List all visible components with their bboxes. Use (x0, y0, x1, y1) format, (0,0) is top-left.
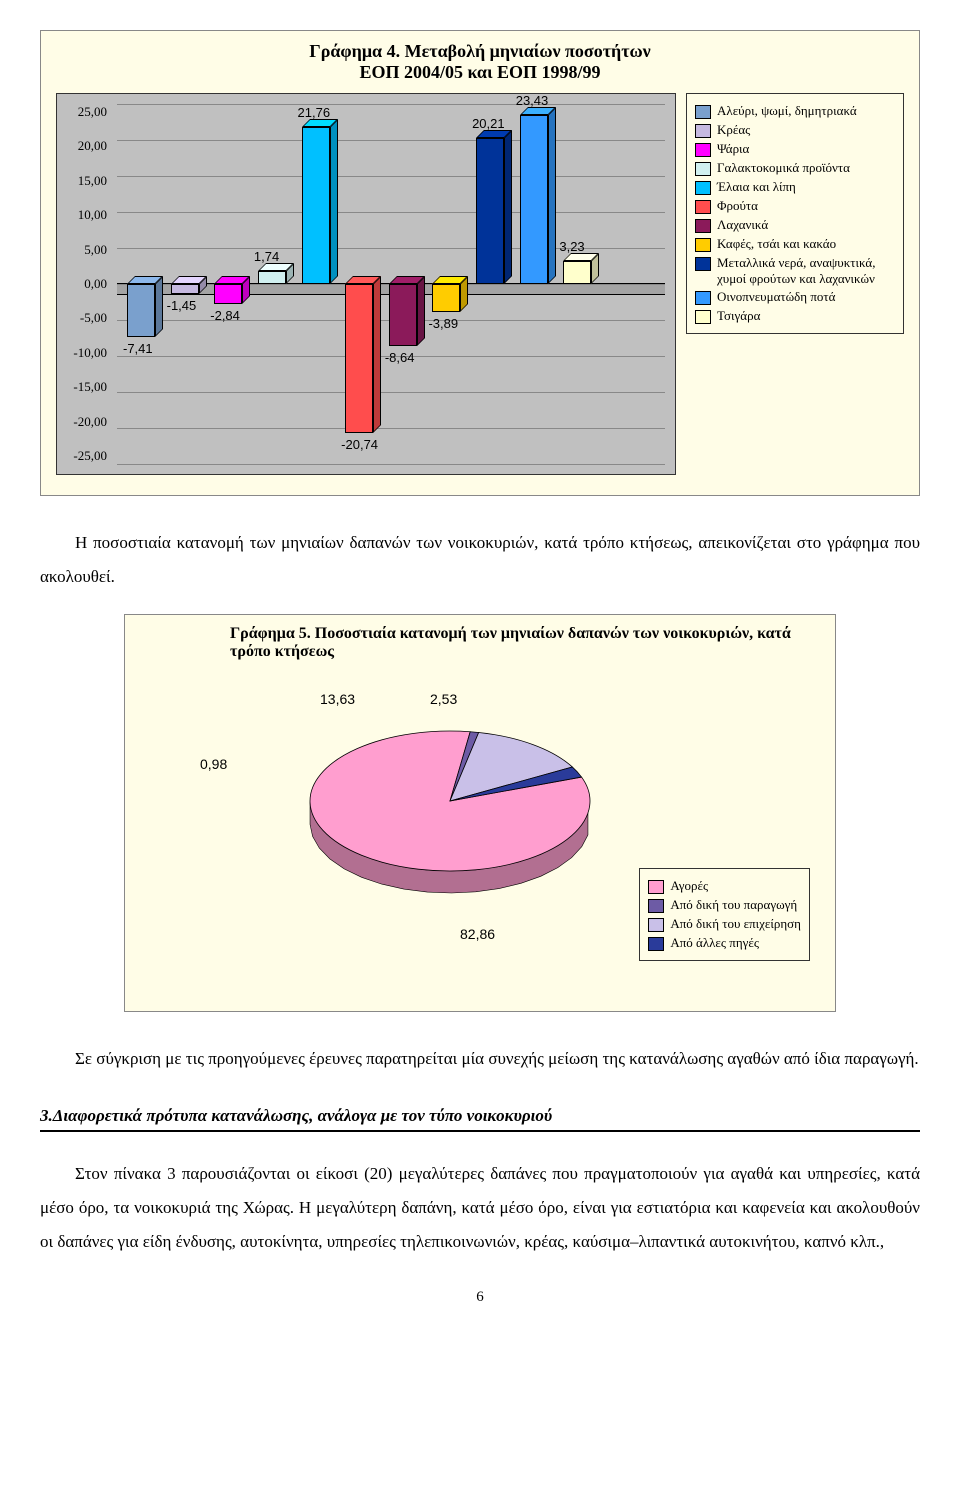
chart4-bar-label: 1,74 (254, 249, 279, 264)
legend-item: Κρέας (695, 122, 895, 138)
legend-item: Αγορές (648, 878, 801, 894)
chart4-ytick: 25,00 (57, 104, 107, 120)
gridline (117, 392, 665, 393)
chart5-legend: Αγορές Από δική του παραγωγή Από δική του … (639, 868, 810, 961)
paragraph-1: Η ποσοστιαία κατανομή των μηνιαίων δαπαν… (40, 526, 920, 594)
section-rule (40, 1130, 920, 1132)
legend-label: Λαχανικά (717, 217, 768, 233)
chart4-bar-label: -2,84 (210, 308, 240, 323)
chart4-bar-label: -3,89 (428, 316, 458, 331)
chart5-plot: 13,63 2,53 0,98 82,86 Αγορές Από δική του πα… (140, 671, 820, 991)
page-number: 6 (40, 1289, 920, 1306)
pie-svg (260, 671, 640, 911)
chart4-ytick: 5,00 (57, 242, 107, 258)
legend-item: Από δική του επιχείρηση (648, 916, 801, 932)
legend-swatch (695, 124, 711, 138)
chart4-inner: -7,41 -1,45 -2,84 1,74 21,76 -20,74 -8,64 -3,89… (117, 104, 665, 464)
gridline (117, 176, 665, 177)
legend-item: Καφές, τσάι και κακάο (695, 236, 895, 252)
chart4-bar-label: -1,45 (167, 298, 197, 313)
legend-item: Αλεύρι, ψωμί, δημητριακά (695, 103, 895, 119)
legend-item: Μεταλλικά νερά, αναψυκτικά, χυμοί φρούτω… (695, 255, 895, 286)
legend-item: Από άλλες πηγές (648, 935, 801, 951)
legend-item: Λαχανικά (695, 217, 895, 233)
chart4-ytick: -5,00 (57, 310, 107, 326)
legend-label: Από δική του επιχείρηση (670, 916, 801, 932)
legend-label: Έλαια και λίπη (717, 179, 796, 195)
legend-swatch (648, 937, 664, 951)
legend-item: Οινοπνευματώδη ποτά (695, 289, 895, 305)
legend-item: Ψάρια (695, 141, 895, 157)
chart4-yticks: 25,00 20,00 15,00 10,00 5,00 0,00 -5,00 -10,00 -… (57, 104, 112, 464)
chart4-ytick: 10,00 (57, 207, 107, 223)
legend-swatch (695, 291, 711, 305)
gridline (117, 104, 665, 105)
legend-label: Κρέας (717, 122, 750, 138)
legend-swatch (695, 219, 711, 233)
legend-swatch (695, 181, 711, 195)
legend-label: Μεταλλικά νερά, αναψυκτικά, χυμοί φρούτω… (717, 255, 895, 286)
chart4-ytick: 15,00 (57, 173, 107, 189)
chart4-ytick: -20,00 (57, 414, 107, 430)
chart5-title: Γράφημα 5. Ποσοστιαία κατανομή των μηνια… (140, 625, 820, 661)
pie-label: 82,86 (460, 926, 495, 942)
chart4-bar-label: -20,74 (341, 437, 378, 452)
paragraph-2: Σε σύγκριση με τις προηγούμενες έρευνες … (40, 1042, 920, 1076)
chart4-plot: 25,0020,0015,0010,005,000,00-5,00-10,00-… (56, 93, 676, 475)
pie-area (260, 671, 640, 911)
chart4-bar-label: 23,43 (516, 93, 549, 108)
legend-swatch (648, 918, 664, 932)
legend-swatch (648, 899, 664, 913)
legend-label: Φρούτα (717, 198, 758, 214)
legend-swatch (695, 105, 711, 119)
chart4-ytick: -15,00 (57, 379, 107, 395)
legend-label: Οινοπνευματώδη ποτά (717, 289, 835, 305)
legend-swatch (648, 880, 664, 894)
legend-swatch (695, 162, 711, 176)
legend-label: Αλεύρι, ψωμί, δημητριακά (717, 103, 857, 119)
legend-label: Τσιγάρα (717, 308, 760, 324)
gridline (117, 212, 665, 213)
legend-swatch (695, 238, 711, 252)
legend-swatch (695, 310, 711, 324)
legend-label: Γαλακτοκομικά προϊόντα (717, 160, 850, 176)
legend-label: Από δική του παραγωγή (670, 897, 797, 913)
legend-label: Αγορές (670, 878, 708, 894)
chart4-title: Γράφημα 4. Μεταβολή μηνιαίων ποσοτήτων Ε… (56, 41, 904, 83)
legend-swatch (695, 200, 711, 214)
pie-label: 2,53 (430, 691, 457, 707)
legend-item: Έλαια και λίπη (695, 179, 895, 195)
chart4-row: 25,0020,0015,0010,005,000,00-5,00-10,00-… (56, 93, 904, 475)
chart4-bar-label: 3,23 (559, 239, 584, 254)
gridline (117, 464, 665, 465)
legend-label: Ψάρια (717, 141, 749, 157)
legend-swatch (695, 143, 711, 157)
chart4-box: Γράφημα 4. Μεταβολή μηνιαίων ποσοτήτων Ε… (40, 30, 920, 496)
section-heading: 3.Διαφορετικά πρότυπα κατανάλωσης, ανάλο… (40, 1106, 920, 1126)
legend-item: Τσιγάρα (695, 308, 895, 324)
legend-label: Από άλλες πηγές (670, 935, 759, 951)
legend-item: Από δική του παραγωγή (648, 897, 801, 913)
legend-label: Καφές, τσάι και κακάο (717, 236, 836, 252)
chart5-box: Γράφημα 5. Ποσοστιαία κατανομή των μηνια… (124, 614, 836, 1012)
chart4-legend: Αλεύρι, ψωμί, δημητριακά Κρέας Ψάρια Γαλακτ… (686, 93, 904, 334)
gridline (117, 140, 665, 141)
chart4-ytick: 0,00 (57, 276, 107, 292)
chart4-ytick: -25,00 (57, 448, 107, 464)
pie-label: 13,63 (320, 691, 355, 707)
chart4-bar-label: -8,64 (385, 350, 415, 365)
pie-label: 0,98 (200, 756, 227, 772)
chart4-ytick: 20,00 (57, 138, 107, 154)
legend-item: Φρούτα (695, 198, 895, 214)
legend-swatch (695, 257, 711, 271)
chart4-bar-label: 20,21 (472, 116, 505, 131)
section-body: Στον πίνακα 3 παρουσιάζονται οι είκοσι (… (40, 1157, 920, 1259)
chart4-bar-label: -7,41 (123, 341, 153, 356)
chart4-bar-label: 21,76 (298, 105, 331, 120)
chart4-ytick: -10,00 (57, 345, 107, 361)
legend-item: Γαλακτοκομικά προϊόντα (695, 160, 895, 176)
gridline (117, 428, 665, 429)
